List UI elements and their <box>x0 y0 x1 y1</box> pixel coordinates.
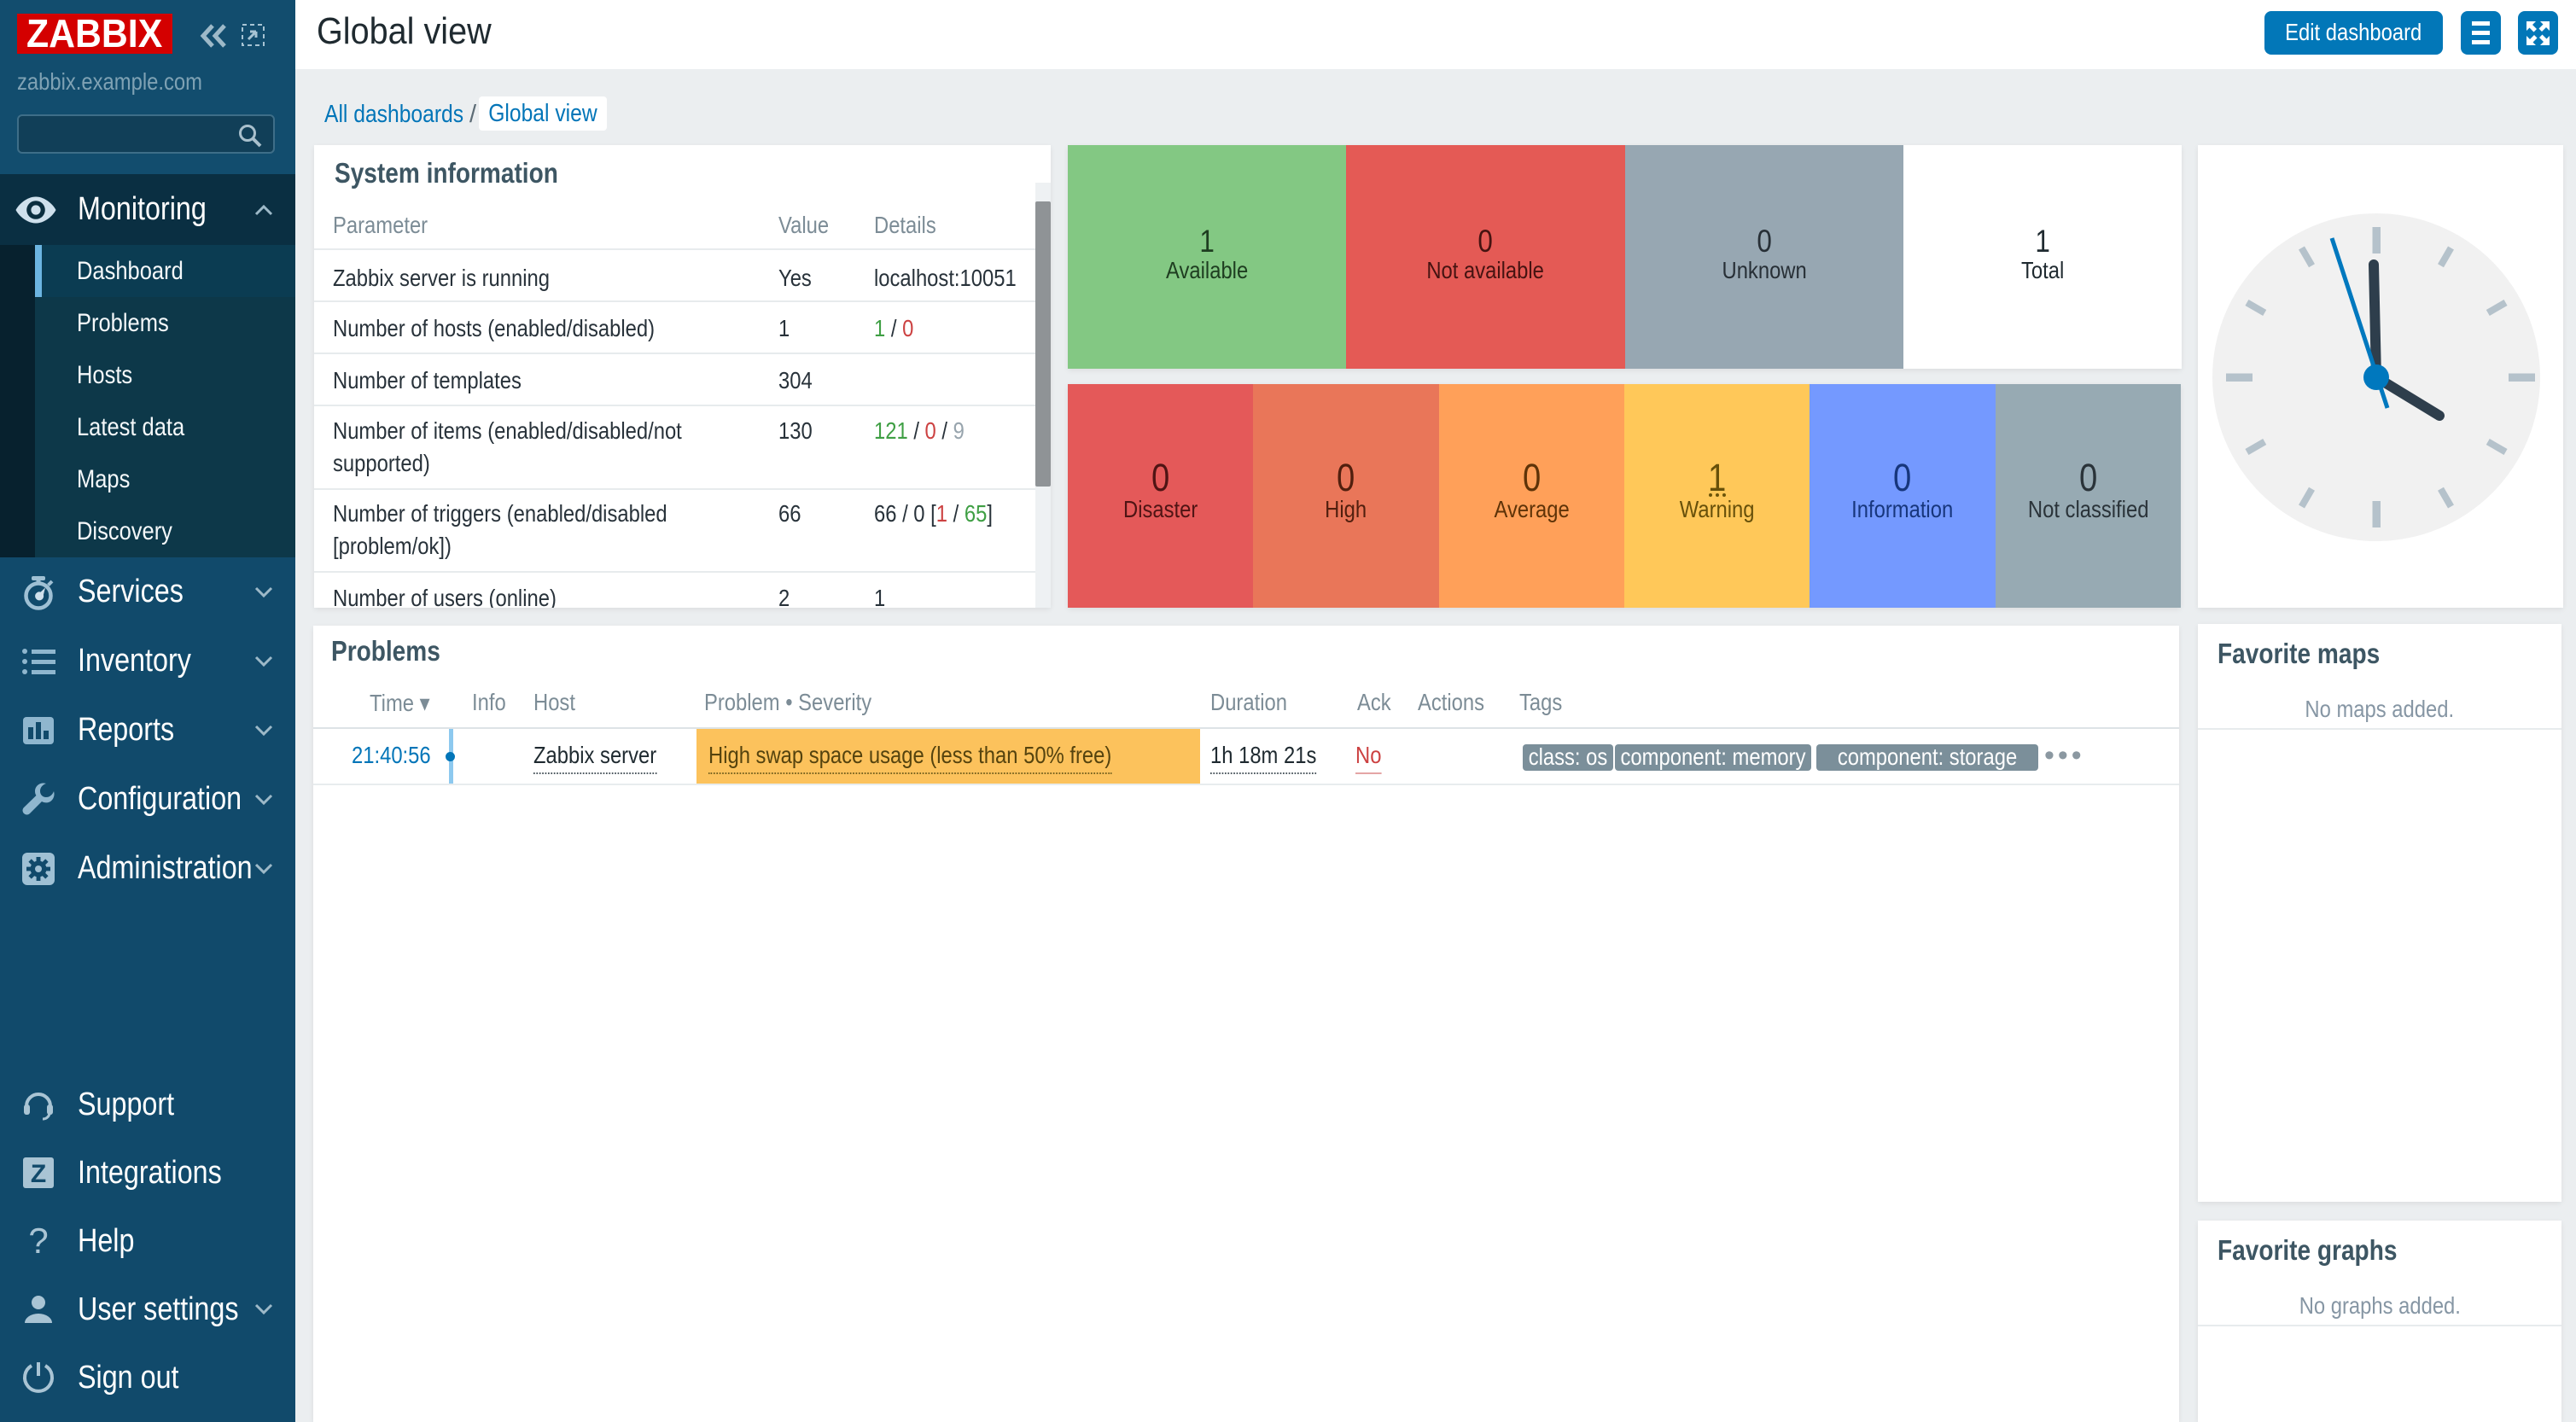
svg-text:?: ? <box>28 1222 48 1260</box>
svg-text:Z: Z <box>31 1160 46 1188</box>
